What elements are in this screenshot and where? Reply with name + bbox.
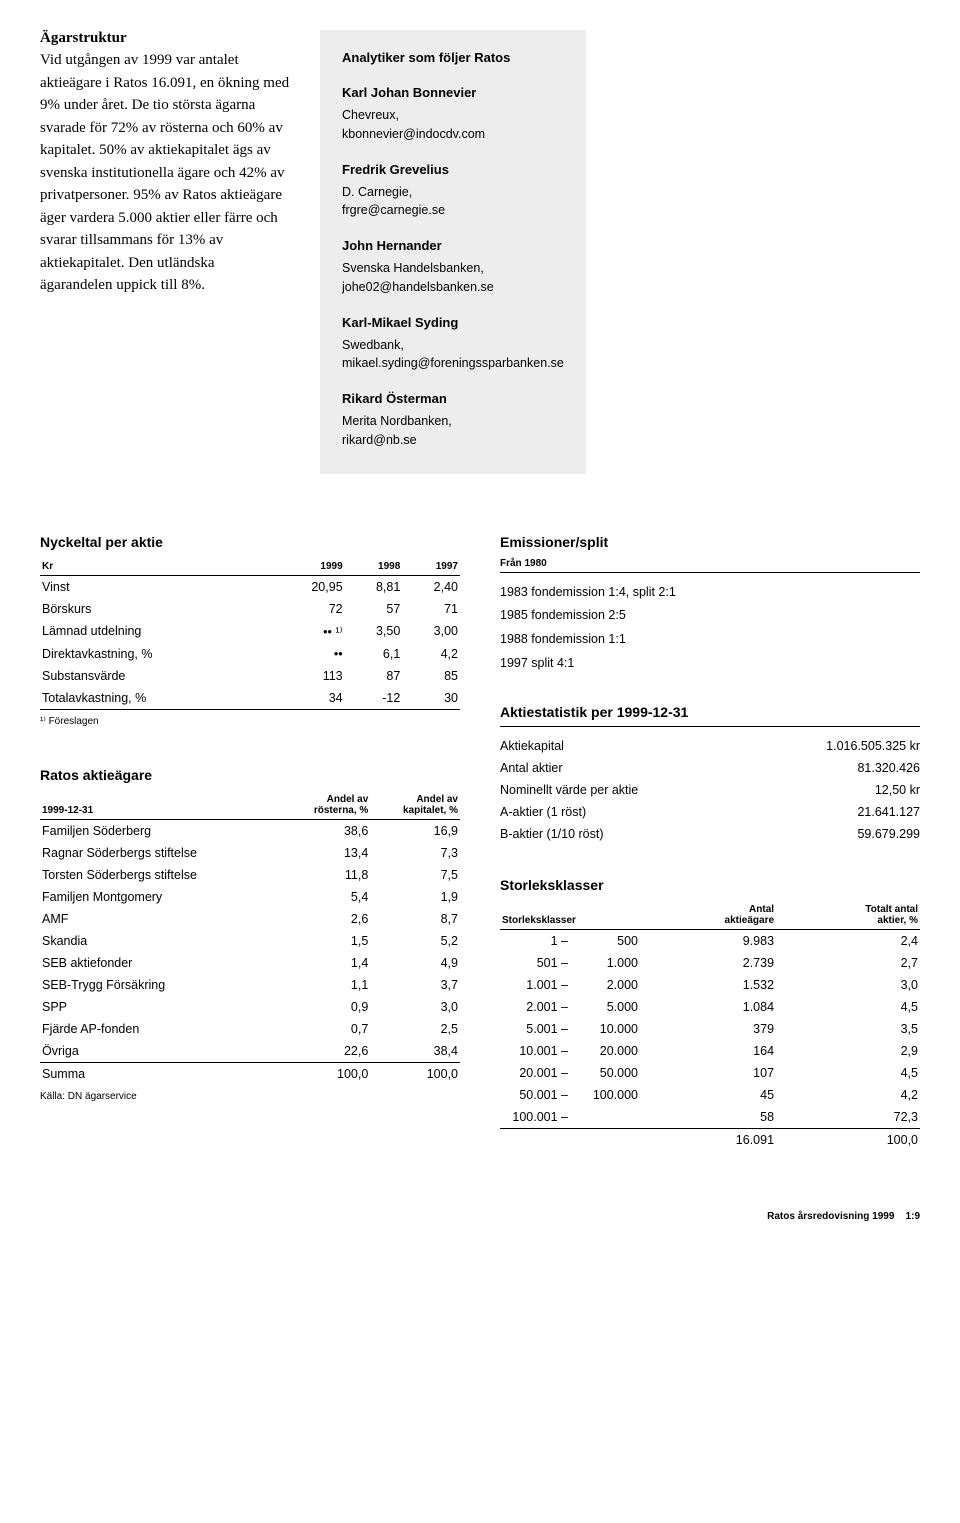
table-row: Familjen Söderberg38,616,9 — [40, 819, 460, 842]
table-row: 2.001 –5.0001.0844,5 — [500, 996, 920, 1018]
stat-row: Nominellt värde per aktie12,50 kr — [500, 779, 920, 801]
page-footer: Ratos årsredovisning 1999 1:9 — [40, 1211, 920, 1222]
aktieagare-col0: 1999-12-31 — [40, 791, 281, 820]
analyst-email: rikard@nb.se — [342, 431, 564, 450]
agarstruktur-heading: Ägarstruktur — [40, 30, 290, 47]
analyst-name: Rikard Österman — [342, 391, 564, 406]
bottom-left-column: Nyckeltal per aktie Kr 1999 1998 1997 Vi… — [40, 534, 460, 1151]
table-row: Skandia1,55,2 — [40, 930, 460, 952]
emissioner-list: 1983 fondemission 1:4, split 2:11985 fon… — [500, 581, 920, 676]
stat-row: A-aktier (1 röst)21.641.127 — [500, 801, 920, 823]
storleks-table: Storleksklasser Antalaktieägare Totalt a… — [500, 901, 920, 1151]
footer-text: Ratos årsredovisning 1999 — [767, 1211, 894, 1222]
emission-line: 1988 fondemission 1:1 — [500, 628, 920, 652]
nyckeltal-table: Kr 1999 1998 1997 Vinst20,958,812,40Börs… — [40, 558, 460, 710]
emission-line: 1997 split 4:1 — [500, 652, 920, 676]
table-row: Substansvärde1138785 — [40, 665, 460, 687]
aktieagare-col1: Andel avrösterna, % — [281, 791, 370, 820]
aktieagare-sum-c1: 100,0 — [281, 1062, 370, 1085]
table-row: 10.001 –20.0001642,9 — [500, 1040, 920, 1062]
analyst-email: frgre@carnegie.se — [342, 201, 564, 220]
footer-page: 1:9 — [906, 1211, 920, 1222]
stat-row: Antal aktier81.320.426 — [500, 757, 920, 779]
analyst-list: Karl Johan Bonnevier Chevreux,kbonnevier@… — [342, 85, 564, 450]
nyckeltal-col3: 1997 — [402, 558, 460, 576]
table-row: Vinst20,958,812,40 — [40, 575, 460, 598]
aktiestatistik-rows: Aktiekapital1.016.505.325 krAntal aktier… — [500, 735, 920, 845]
table-row: 20.001 –50.0001074,5 — [500, 1062, 920, 1084]
stat-row: Aktiekapital1.016.505.325 kr — [500, 735, 920, 757]
aktieagare-sum-c2: 100,0 — [370, 1062, 460, 1085]
analyst-org: D. Carnegie, — [342, 183, 564, 202]
table-row: Torsten Söderbergs stiftelse11,87,5 — [40, 864, 460, 886]
nyckeltal-heading: Nyckeltal per aktie — [40, 534, 460, 550]
nyckeltal-footnote: ¹⁾ Föreslagen — [40, 716, 460, 727]
nyckeltal-col1: 1999 — [273, 558, 345, 576]
stat-row: B-aktier (1/10 röst)59.679.299 — [500, 823, 920, 845]
table-row: Börskurs725771 — [40, 598, 460, 620]
analyst-name: Fredrik Grevelius — [342, 162, 564, 177]
storleks-sum-c1: 16.091 — [640, 1128, 776, 1151]
analyst-name: Karl-Mikael Syding — [342, 315, 564, 330]
nyckeltal-col0: Kr — [40, 558, 273, 576]
analyst-org: Chevreux, — [342, 106, 564, 125]
table-row: Direktavkastning, %••6,14,2 — [40, 643, 460, 665]
analytiker-heading: Analytiker som följer Ratos — [342, 50, 564, 65]
agarstruktur-column: Ägarstruktur Vid utgången av 1999 var an… — [40, 30, 290, 474]
analyst-email: johe02@handelsbanken.se — [342, 278, 564, 297]
table-row: 100.001 –5872,3 — [500, 1106, 920, 1128]
emissioner-sub: Från 1980 — [500, 558, 920, 573]
analytiker-box: Analytiker som följer Ratos Karl Johan B… — [320, 30, 586, 474]
storleks-col0: Storleksklasser — [500, 901, 640, 930]
bottom-section: Nyckeltal per aktie Kr 1999 1998 1997 Vi… — [40, 534, 920, 1151]
analyst-name: Karl Johan Bonnevier — [342, 85, 564, 100]
table-row: 1.001 –2.0001.5323,0 — [500, 974, 920, 996]
storleks-heading: Storleksklasser — [500, 877, 920, 893]
aktieagare-col2: Andel avkapitalet, % — [370, 791, 460, 820]
analyst-name: John Hernander — [342, 238, 564, 253]
table-row: 5.001 –10.0003793,5 — [500, 1018, 920, 1040]
storleks-sum-c2: 100,0 — [776, 1128, 920, 1151]
analyst-org: Swedbank, — [342, 336, 564, 355]
table-row: SPP0,93,0 — [40, 996, 460, 1018]
table-row: SEB-Trygg Försäkring1,13,7 — [40, 974, 460, 996]
table-row: Fjärde AP-fonden0,72,5 — [40, 1018, 460, 1040]
table-row: SEB aktiefonder1,44,9 — [40, 952, 460, 974]
agarstruktur-body: Vid utgången av 1999 var antalet aktieäg… — [40, 49, 290, 297]
table-row: 501 –1.0002.7392,7 — [500, 952, 920, 974]
table-row: Övriga22,638,4 — [40, 1040, 460, 1062]
table-row: AMF2,68,7 — [40, 908, 460, 930]
top-section: Ägarstruktur Vid utgången av 1999 var an… — [40, 30, 920, 474]
analyst-email: kbonnevier@indocdv.com — [342, 125, 564, 144]
table-row: 50.001 –100.000454,2 — [500, 1084, 920, 1106]
table-row: Totalavkastning, %34-1230 — [40, 687, 460, 710]
analyst-email: mikael.syding@foreningssparbanken.se — [342, 354, 564, 373]
table-row: Familjen Montgomery5,41,9 — [40, 886, 460, 908]
emission-line: 1985 fondemission 2:5 — [500, 604, 920, 628]
aktieagare-sum-label: Summa — [40, 1062, 281, 1085]
analyst-org: Merita Nordbanken, — [342, 412, 564, 431]
bottom-right-column: Emissioner/split Från 1980 1983 fondemis… — [500, 534, 920, 1151]
aktieagare-source: Källa: DN ägarservice — [40, 1091, 460, 1102]
emissioner-heading: Emissioner/split — [500, 534, 920, 550]
analyst-org: Svenska Handelsbanken, — [342, 259, 564, 278]
table-row: Ragnar Söderbergs stiftelse13,47,3 — [40, 842, 460, 864]
storleks-col2: Totalt antalaktier, % — [776, 901, 920, 930]
storleks-col1: Antalaktieägare — [640, 901, 776, 930]
table-row: 1 –5009.9832,4 — [500, 929, 920, 952]
aktieagare-table: 1999-12-31 Andel avrösterna, % Andel avk… — [40, 791, 460, 1085]
table-row: Lämnad utdelning•• ¹⁾3,503,00 — [40, 620, 460, 643]
emission-line: 1983 fondemission 1:4, split 2:1 — [500, 581, 920, 605]
nyckeltal-col2: 1998 — [345, 558, 403, 576]
aktieagare-heading: Ratos aktieägare — [40, 767, 460, 783]
aktiestatistik-heading: Aktiestatistik per 1999-12-31 — [500, 704, 920, 727]
